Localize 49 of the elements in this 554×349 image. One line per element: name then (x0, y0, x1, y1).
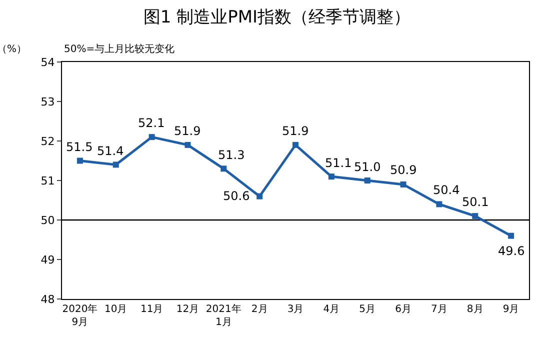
point (220, 166, 227, 172)
x-tick-label: 2月 (251, 304, 268, 315)
y-tick-label: 48 (40, 292, 55, 306)
x-tick-label: 4月 (323, 304, 340, 315)
y-tick-label: 54 (40, 56, 55, 69)
text: 49.6 (498, 244, 525, 258)
y-tick-label: 51 (40, 174, 55, 188)
text: 51.3 (218, 148, 245, 162)
text: 51.9 (282, 124, 309, 138)
text: 52.1 (138, 116, 165, 130)
point (184, 142, 191, 148)
x-tick-label: 12月 (176, 304, 200, 315)
x-tick-label: 8月 (466, 304, 484, 315)
text: 50.9 (390, 163, 417, 177)
text: 50.1 (462, 195, 489, 209)
point (472, 213, 478, 220)
point (436, 201, 442, 208)
text: 51.0 (354, 160, 381, 174)
text: 51.1 (325, 156, 352, 170)
text: 50.4 (433, 183, 460, 197)
point (508, 232, 514, 239)
x-tick-label: 3月 (287, 304, 304, 315)
text: 50%=与上月比较无变化 (64, 43, 175, 55)
x-tick-label: 10月 (104, 304, 128, 315)
y-axis-title: （%） (0, 44, 27, 55)
point (148, 134, 155, 140)
x-tick-label: 5月 (359, 304, 376, 315)
text: 51.5 (66, 140, 93, 154)
x-tick-label: 7月 (431, 304, 448, 315)
y-tick-label: 49 (40, 253, 55, 266)
point (292, 142, 298, 148)
x-tick-label: 6月 (395, 304, 412, 315)
point (112, 162, 119, 168)
y-tick-label: 50 (40, 214, 55, 227)
x-tick-label: 11月 (140, 304, 164, 315)
text: 51.9 (174, 124, 201, 138)
x-tick-label: 2020年 9月 (62, 303, 98, 328)
y-tick-label: 53 (40, 95, 55, 108)
text: 51.4 (97, 144, 124, 158)
text: 50.6 (223, 189, 250, 203)
point (328, 174, 334, 180)
point (364, 178, 370, 184)
point (400, 181, 406, 188)
x-tick-label: 2021年 1月 (206, 303, 242, 328)
x-tick-label: 9月 (502, 304, 520, 315)
y-tick-label: 52 (40, 134, 55, 148)
chart-title: 图1 制造业PMI指数（经季节调整） (143, 7, 411, 28)
point (256, 193, 263, 200)
point (76, 158, 83, 164)
